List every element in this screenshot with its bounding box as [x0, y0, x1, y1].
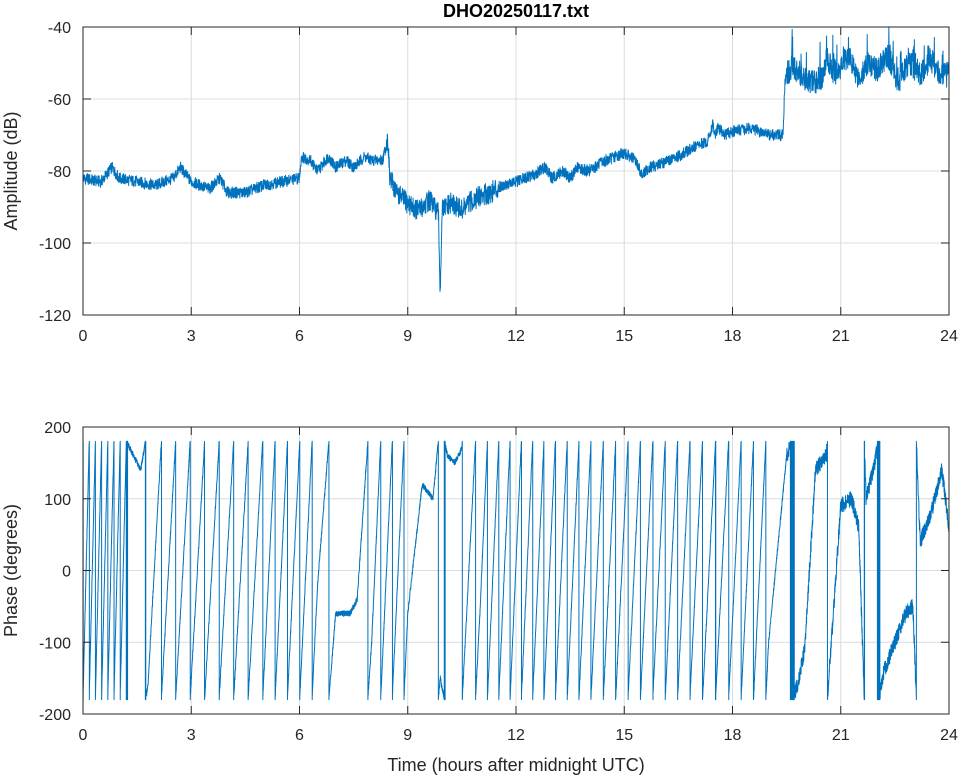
y-tick-label: -40 [48, 20, 71, 37]
axes-phase: 0 3 6 9 12 15 18 21 24 200 100 0 -100 -200 Phase (degr… [1, 420, 958, 775]
x-tick-label: 18 [724, 328, 742, 345]
x-tick-label: 18 [724, 727, 742, 744]
x-tick-label: 3 [187, 328, 196, 345]
y-tick-label: 100 [44, 492, 71, 509]
x-tick-label: 15 [615, 727, 633, 744]
y-tick-label: -100 [39, 236, 71, 253]
x-tick-label: 15 [615, 328, 633, 345]
axes-amplitude: 0 3 6 9 12 15 18 21 24 -40 -60 -80 -100 -120 Amplitude… [1, 1, 958, 345]
y-tick-label: -120 [39, 308, 71, 325]
x-tick-label: 24 [940, 328, 958, 345]
x-tick-label: 21 [832, 727, 850, 744]
x-tick-label: 24 [940, 727, 958, 744]
y-tick-label: 200 [44, 420, 71, 437]
chart-title: DHO20250117.txt [443, 1, 589, 21]
x-tick-label: 3 [187, 727, 196, 744]
y-tick-label: -100 [39, 635, 71, 652]
x-tick-label: 12 [507, 328, 525, 345]
phase-series-line [83, 440, 949, 701]
y-axis-label: Amplitude (dB) [1, 111, 21, 230]
y-axis-label: Phase (degrees) [1, 504, 21, 637]
x-tick-label: 0 [79, 727, 88, 744]
x-tick-label: 9 [403, 328, 412, 345]
x-tick-label: 12 [507, 727, 525, 744]
y-tick-label: -80 [48, 164, 71, 181]
x-tick-label: 9 [403, 727, 412, 744]
x-axis-label: Time (hours after midnight UTC) [387, 755, 644, 775]
x-tick-label: 6 [295, 328, 304, 345]
x-tick-label: 21 [832, 328, 850, 345]
y-tick-label: -60 [48, 92, 71, 109]
x-tick-label: 6 [295, 727, 304, 744]
y-tick-label: 0 [62, 564, 71, 581]
y-tick-label: -200 [39, 707, 71, 724]
amplitude-series-line [83, 27, 949, 292]
x-tick-label: 0 [79, 328, 88, 345]
